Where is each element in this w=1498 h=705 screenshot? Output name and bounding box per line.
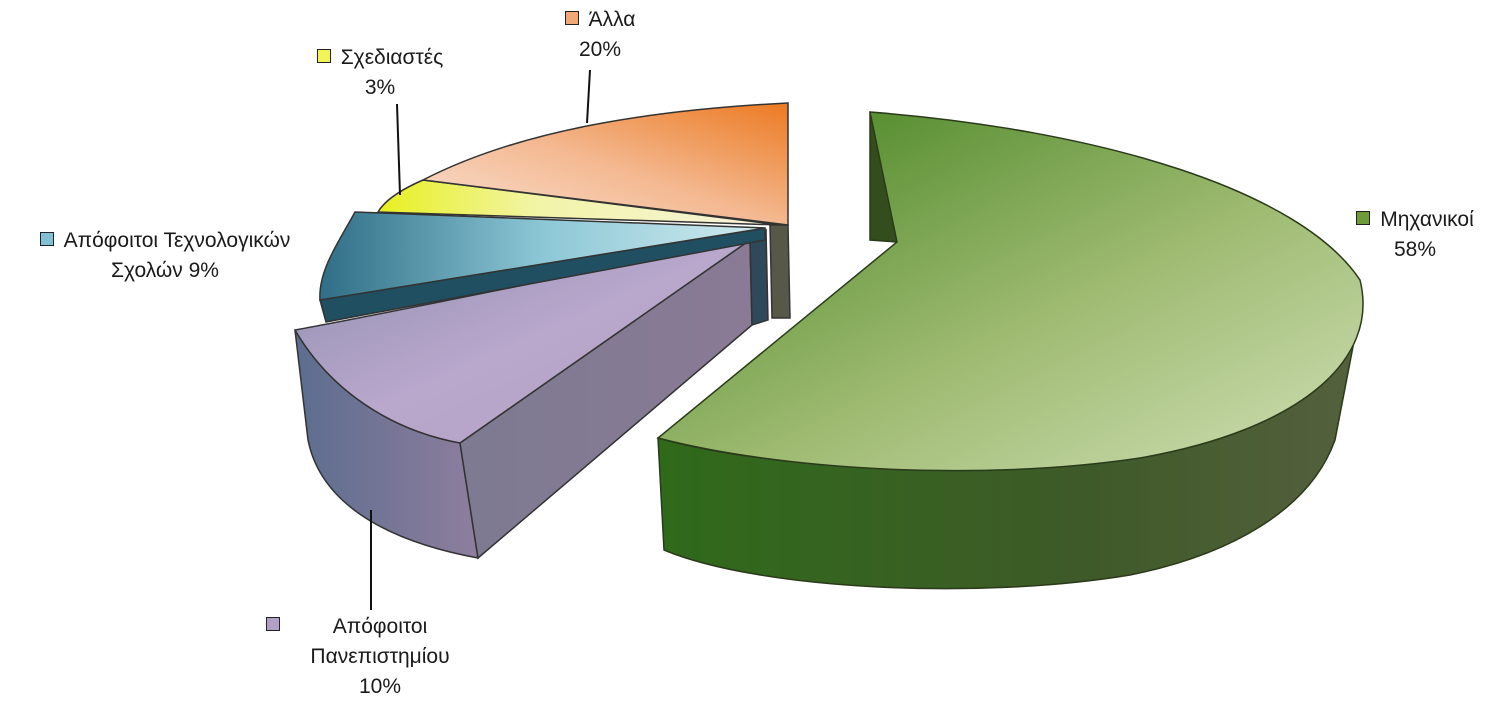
slice-mech — [656, 111, 1364, 590]
legend-swatch-uni — [266, 617, 280, 631]
label-design-pct: 3% — [364, 76, 396, 99]
label-mech: Μηχανικοί 58% — [1340, 205, 1490, 265]
label-tech-line1: Απόφοιτοι Τεχνολογικών — [63, 229, 291, 252]
label-uni-line2: Πανεπιστημίου — [310, 645, 450, 668]
slice-other-top — [420, 102, 789, 226]
label-uni-line1: Απόφοιτοι — [332, 615, 428, 638]
slice-mech-top — [656, 111, 1364, 472]
label-design: Σχεδιαστές 3% — [280, 43, 480, 103]
label-other-pct: 20% — [578, 38, 622, 61]
label-other-name: Άλλα — [588, 8, 636, 31]
legend-swatch-design — [316, 49, 331, 64]
slice-design-top — [376, 179, 781, 226]
leader-design — [396, 103, 401, 196]
slice-tech-top — [319, 211, 766, 301]
legend-swatch-other — [564, 11, 579, 26]
slice-design — [376, 179, 781, 226]
slice-uni — [293, 228, 769, 560]
label-tech-line2: Σχολών 9% — [111, 259, 219, 282]
legend-swatch-tech — [39, 232, 54, 247]
label-other: Άλλα 20% — [535, 5, 665, 65]
slice-tech — [319, 211, 766, 323]
legend-swatch-mech — [1356, 211, 1371, 226]
slice-uni-edge — [749, 228, 769, 327]
label-uni-pct: 10% — [358, 675, 402, 698]
label-mech-pct: 58% — [1393, 238, 1437, 261]
label-design-name: Σχεδιαστές — [340, 46, 444, 69]
label-uni: Απόφοιτοι Πανεπιστημίου 10% — [275, 612, 485, 702]
slice-other-side — [769, 224, 791, 319]
slice-other — [420, 102, 791, 319]
leader-other — [586, 69, 591, 124]
label-tech: Απόφοιτοι Τεχνολογικών Σχολών 9% — [10, 226, 320, 286]
label-mech-name: Μηχανικοί — [1380, 208, 1474, 231]
